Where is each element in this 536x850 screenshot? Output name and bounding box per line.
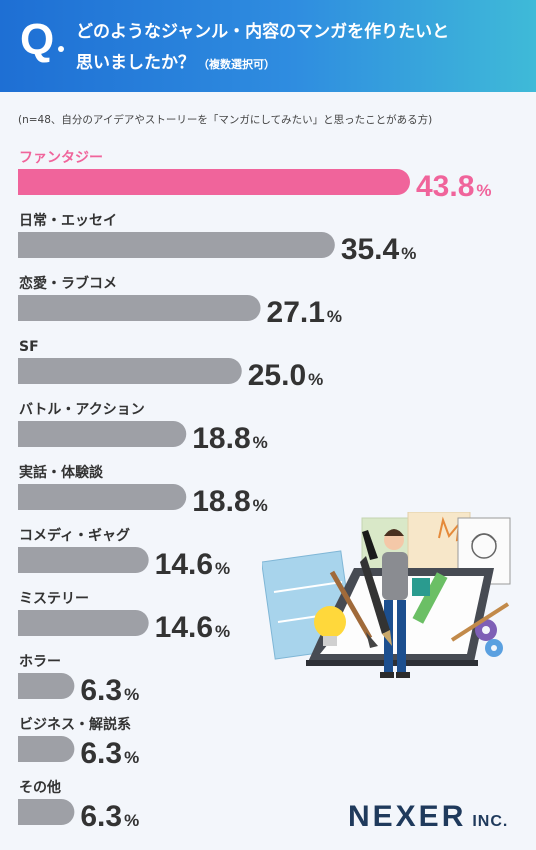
category-label-1: 日常・エッセイ bbox=[19, 212, 117, 229]
value-number-0: 43.8 bbox=[416, 170, 474, 203]
bar-1 bbox=[18, 232, 335, 258]
category-label-8: ホラー bbox=[19, 654, 61, 670]
value-number-7: 14.6 bbox=[155, 611, 213, 644]
value-unit-2: % bbox=[327, 307, 342, 326]
bar-10 bbox=[18, 799, 75, 825]
value-unit-8: % bbox=[124, 685, 139, 704]
value-unit-3: % bbox=[308, 370, 323, 389]
brand-name: NEXER bbox=[348, 800, 467, 833]
category-label-3: SF bbox=[19, 339, 39, 355]
value-number-6: 14.6 bbox=[155, 548, 213, 581]
question-header: Q どのようなジャンル・内容のマンガを作りたいと 思いましたか？ （複数選択可） bbox=[0, 0, 536, 92]
stylus bbox=[450, 602, 510, 642]
value-number-4: 18.8 bbox=[192, 422, 250, 455]
bar-5-left-cap bbox=[18, 484, 31, 510]
value-unit-4: % bbox=[253, 433, 268, 452]
bar-0-left-cap bbox=[18, 169, 31, 195]
category-label-4: バトル・アクション bbox=[19, 402, 145, 418]
value-number-10: 6.3 bbox=[80, 800, 122, 833]
bar-6-left-cap bbox=[18, 547, 31, 573]
value-unit-0: % bbox=[476, 181, 491, 200]
sample-size-note: (n=48、自分のアイデアやストーリーを「マンガにしてみたい」と思ったことがある… bbox=[18, 114, 433, 126]
brand-logo: NEXER INC. bbox=[348, 800, 508, 834]
bar-6 bbox=[18, 547, 149, 573]
teal-cube bbox=[412, 578, 430, 596]
value-unit-7: % bbox=[215, 622, 230, 641]
category-label-10: その他 bbox=[19, 779, 61, 796]
value-number-9: 6.3 bbox=[80, 737, 122, 770]
category-label-5: 実話・体験談 bbox=[19, 464, 104, 481]
value-unit-5: % bbox=[253, 496, 268, 515]
bar-0 bbox=[18, 169, 410, 195]
bar-4 bbox=[18, 421, 187, 447]
bar-8 bbox=[18, 673, 75, 699]
value-label-1: 35.4% bbox=[341, 233, 417, 266]
bar-3-left-cap bbox=[18, 358, 31, 384]
category-label-7: ミステリー bbox=[19, 591, 89, 607]
value-label-5: 18.8% bbox=[192, 485, 268, 518]
value-number-5: 18.8 bbox=[192, 485, 250, 518]
category-label-9: ビジネス・解説系 bbox=[19, 716, 131, 733]
question-mark: Q bbox=[20, 15, 55, 64]
green-marker bbox=[412, 572, 448, 624]
bar-3 bbox=[18, 358, 242, 384]
bar-7 bbox=[18, 610, 149, 636]
value-label-7: 14.6% bbox=[155, 611, 231, 644]
category-label-0: ファンタジー bbox=[19, 150, 103, 166]
bar-7-left-cap bbox=[18, 610, 31, 636]
value-label-9: 6.3% bbox=[80, 737, 139, 770]
value-unit-1: % bbox=[401, 244, 416, 263]
bar-10-left-cap bbox=[18, 799, 31, 825]
value-label-8: 6.3% bbox=[80, 674, 139, 707]
question-mark-dot bbox=[58, 46, 64, 52]
value-label-3: 25.0% bbox=[248, 359, 324, 392]
value-label-4: 18.8% bbox=[192, 422, 268, 455]
value-number-1: 35.4 bbox=[341, 233, 400, 266]
value-label-2: 27.1% bbox=[267, 296, 343, 329]
bar-1-left-cap bbox=[18, 232, 31, 258]
manga-artist-illustration bbox=[262, 512, 511, 678]
value-unit-6: % bbox=[215, 559, 230, 578]
value-label-0: 43.8% bbox=[416, 170, 492, 203]
bar-8-left-cap bbox=[18, 673, 31, 699]
question-text-line2: 思いましたか？ （複数選択可） bbox=[76, 48, 275, 73]
bar-9 bbox=[18, 736, 75, 762]
blue-gear-icon bbox=[485, 639, 503, 657]
brand-suffix: INC. bbox=[472, 813, 509, 830]
value-unit-10: % bbox=[124, 811, 139, 830]
value-number-3: 25.0 bbox=[248, 359, 306, 392]
purple-gear-icon bbox=[475, 619, 497, 641]
bar-2-left-cap bbox=[18, 295, 31, 321]
brush bbox=[329, 570, 378, 648]
category-label-2: 恋愛・ラブコメ bbox=[19, 275, 117, 292]
light-bulb-icon bbox=[314, 606, 346, 646]
question-text-line2-main: 思いましたか？ bbox=[76, 53, 195, 73]
bar-5 bbox=[18, 484, 187, 510]
value-label-6: 14.6% bbox=[155, 548, 231, 581]
value-number-2: 27.1 bbox=[267, 296, 325, 329]
giant-pen bbox=[360, 530, 392, 646]
value-label-10: 6.3% bbox=[80, 800, 139, 833]
value-unit-9: % bbox=[124, 748, 139, 767]
bar-2 bbox=[18, 295, 261, 321]
category-label-6: コメディ・ギャグ bbox=[19, 527, 130, 544]
question-text-line1: どのようなジャンル・内容のマンガを作りたいと bbox=[76, 22, 450, 42]
bar-4-left-cap bbox=[18, 421, 31, 447]
bar-9-left-cap bbox=[18, 736, 31, 762]
value-number-8: 6.3 bbox=[80, 674, 122, 707]
multiple-choice-note: （複数選択可） bbox=[198, 58, 275, 71]
